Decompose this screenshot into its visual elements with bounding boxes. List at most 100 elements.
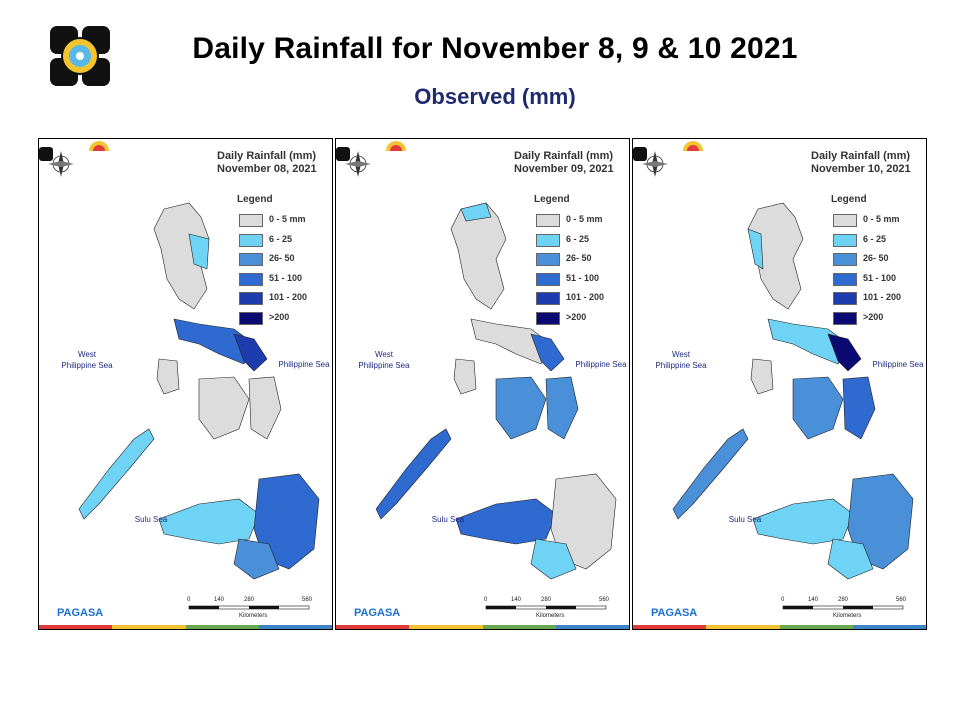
scale-unit: Kilometers <box>536 613 565 619</box>
region-mindanao-east <box>550 473 617 570</box>
legend-swatch <box>239 292 263 305</box>
label-sulu-sea: Sulu Sea <box>134 515 168 524</box>
legend-swatch <box>239 312 263 325</box>
rainfall-map-nov09 <box>345 151 617 610</box>
legend-swatch <box>833 253 857 266</box>
scale-tick: 280 <box>541 597 552 603</box>
dost-logo <box>48 24 112 88</box>
region-bicol <box>530 333 565 372</box>
map-title: Daily Rainfall (mm) November 09, 2021 <box>514 150 614 175</box>
label-sulu-sea: Sulu Sea <box>431 515 465 524</box>
legend-swatch <box>536 234 560 247</box>
region-mindanao-west <box>752 498 854 545</box>
agency-name: PAGASA <box>354 607 401 619</box>
region-luzon-north <box>460 202 492 222</box>
region-luzon-west <box>747 228 764 270</box>
map-panel-nov09: Daily Rainfall (mm) November 09, 2021 Le… <box>335 138 630 630</box>
map-title: Daily Rainfall (mm) November 10, 2021 <box>811 150 911 175</box>
scale-tick: 560 <box>896 597 907 603</box>
legend-swatch <box>536 312 560 325</box>
scale-tick: 560 <box>599 597 610 603</box>
pagasa-logo <box>633 141 703 161</box>
legend-swatch <box>536 253 560 266</box>
map-panel-nov10: Daily Rainfall (mm) November 10, 2021 Le… <box>632 138 927 630</box>
region-samar <box>545 376 579 440</box>
legend-swatch <box>833 312 857 325</box>
region-mindoro <box>453 358 477 395</box>
region-visayas-1 <box>495 376 547 440</box>
compass-rose <box>642 151 668 177</box>
scale-tick: 140 <box>808 597 819 603</box>
region-mindanao-west <box>455 498 557 545</box>
legend-heading: Legend <box>237 194 273 205</box>
legend-swatch <box>239 214 263 227</box>
label-sulu-sea: Sulu Sea <box>728 515 762 524</box>
region-mindanao-east <box>847 473 914 570</box>
map-panels: Daily Rainfall (mm) November 08, 2021 Le… <box>38 138 928 630</box>
scale-tick: 0 <box>484 597 488 603</box>
pagasa-logo <box>39 141 109 161</box>
region-palawan <box>78 428 155 520</box>
region-visayas-1 <box>198 376 250 440</box>
scale-tick: 280 <box>838 597 849 603</box>
rainfall-map-nov08 <box>48 151 320 610</box>
scale-tick: 140 <box>511 597 522 603</box>
region-mindanao-south <box>530 538 577 580</box>
scale-bar <box>782 605 904 610</box>
region-mindoro <box>156 358 180 395</box>
legend-heading: Legend <box>534 194 570 205</box>
pagasa-logo <box>336 141 406 161</box>
region-southern-luzon <box>173 318 255 365</box>
agency-name: PAGASA <box>57 607 104 619</box>
agency-name: PAGASA <box>651 607 698 619</box>
label-philippine-sea: Philippine Sea <box>872 360 924 369</box>
label-west-philippine-sea: West Philippine Sea <box>655 350 707 370</box>
region-visayas-1 <box>792 376 844 440</box>
legend-swatch <box>239 234 263 247</box>
legend-swatch <box>239 253 263 266</box>
legend-swatch <box>536 273 560 286</box>
region-mindanao-west <box>158 498 260 545</box>
legend-swatch <box>833 214 857 227</box>
region-bicol <box>233 333 268 372</box>
label-philippine-sea: Philippine Sea <box>575 360 627 369</box>
legend-swatch <box>833 292 857 305</box>
legend-heading: Legend <box>831 194 867 205</box>
region-palawan <box>672 428 749 520</box>
label-philippine-sea: Philippine Sea <box>278 360 330 369</box>
page-subtitle: Observed (mm) <box>414 84 576 109</box>
color-strip <box>633 625 926 629</box>
legend-swatch <box>536 292 560 305</box>
scale-tick: 0 <box>187 597 191 603</box>
scale-tick: 140 <box>214 597 225 603</box>
scale-bar <box>188 605 310 610</box>
label-west-philippine-sea: West Philippine Sea <box>358 350 410 370</box>
legend-swatch <box>239 273 263 286</box>
map-panel-nov08: Daily Rainfall (mm) November 08, 2021 Le… <box>38 138 333 630</box>
page-title: Daily Rainfall for November 8, 9 & 10 20… <box>192 32 798 65</box>
scale-unit: Kilometers <box>239 613 268 619</box>
legend-swatch <box>833 273 857 286</box>
scale-tick: 0 <box>781 597 785 603</box>
map-title: Daily Rainfall (mm) November 08, 2021 <box>217 150 317 175</box>
region-southern-luzon <box>470 318 552 365</box>
scale-unit: Kilometers <box>833 613 862 619</box>
region-luzon-east <box>188 233 210 270</box>
scale-tick: 560 <box>302 597 313 603</box>
color-strip <box>336 625 629 629</box>
region-bicol <box>827 333 862 372</box>
region-southern-luzon <box>767 318 849 365</box>
legend-swatch <box>536 214 560 227</box>
region-samar <box>248 376 282 440</box>
scale-tick: 280 <box>244 597 255 603</box>
rainfall-map-nov10 <box>642 151 914 610</box>
region-palawan <box>375 428 452 520</box>
region-mindanao-south <box>827 538 874 580</box>
region-mindoro <box>750 358 774 395</box>
compass-rose <box>345 151 371 177</box>
region-samar <box>842 376 876 440</box>
region-mindanao-east <box>253 473 320 570</box>
scale-bar <box>485 605 607 610</box>
label-west-philippine-sea: West Philippine Sea <box>61 350 113 370</box>
region-luzon <box>153 202 210 310</box>
